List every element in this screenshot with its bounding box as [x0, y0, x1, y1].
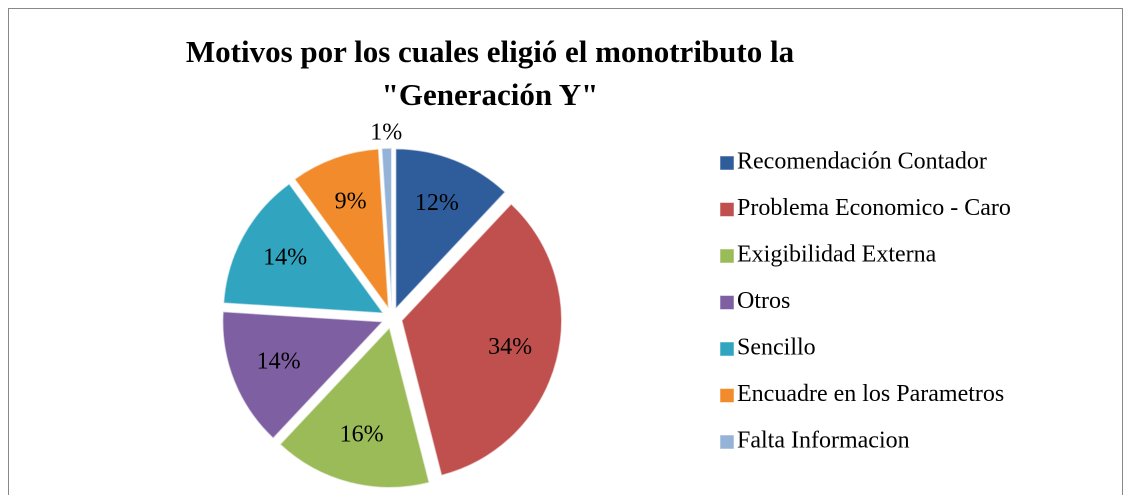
- legend-label: Sencillo: [737, 335, 816, 361]
- pie-slice: [394, 147, 507, 311]
- legend-swatch: [719, 341, 735, 357]
- data-label: 9%: [335, 189, 367, 215]
- legend-label: Otros: [737, 288, 790, 314]
- pie-slice: [380, 147, 393, 309]
- legend-swatch: [719, 295, 735, 310]
- legend-label: Recomendación Contador: [737, 149, 987, 175]
- data-label: 34%: [488, 334, 532, 360]
- data-label: 16%: [340, 422, 384, 448]
- data-label: 14%: [263, 245, 307, 271]
- pie-slice: [293, 148, 390, 312]
- pie-slice: [400, 202, 563, 477]
- chart-border: [8, 8, 1123, 495]
- chart-title: Motivos por los cuales eligió el monotri…: [185, 34, 795, 112]
- legend-swatch: [719, 434, 735, 450]
- data-label: 14%: [257, 348, 301, 374]
- legend-swatch: [719, 155, 735, 171]
- legend-swatch: [719, 388, 735, 403]
- legend-label: Problema Economico - Caro: [737, 195, 1011, 221]
- pie-slice: [222, 182, 385, 315]
- pie-slice: [221, 310, 385, 440]
- pie-slice: [278, 326, 431, 489]
- legend-label: Encuadre en los Parametros: [737, 381, 1004, 407]
- data-label: 1%: [370, 120, 402, 146]
- legend-label: Falta Informacion: [737, 428, 910, 454]
- legend-swatch: [719, 248, 735, 264]
- legend-swatch: [719, 202, 735, 217]
- data-label: 12%: [415, 190, 459, 216]
- legend-label: Exigibilidad Externa: [737, 242, 937, 268]
